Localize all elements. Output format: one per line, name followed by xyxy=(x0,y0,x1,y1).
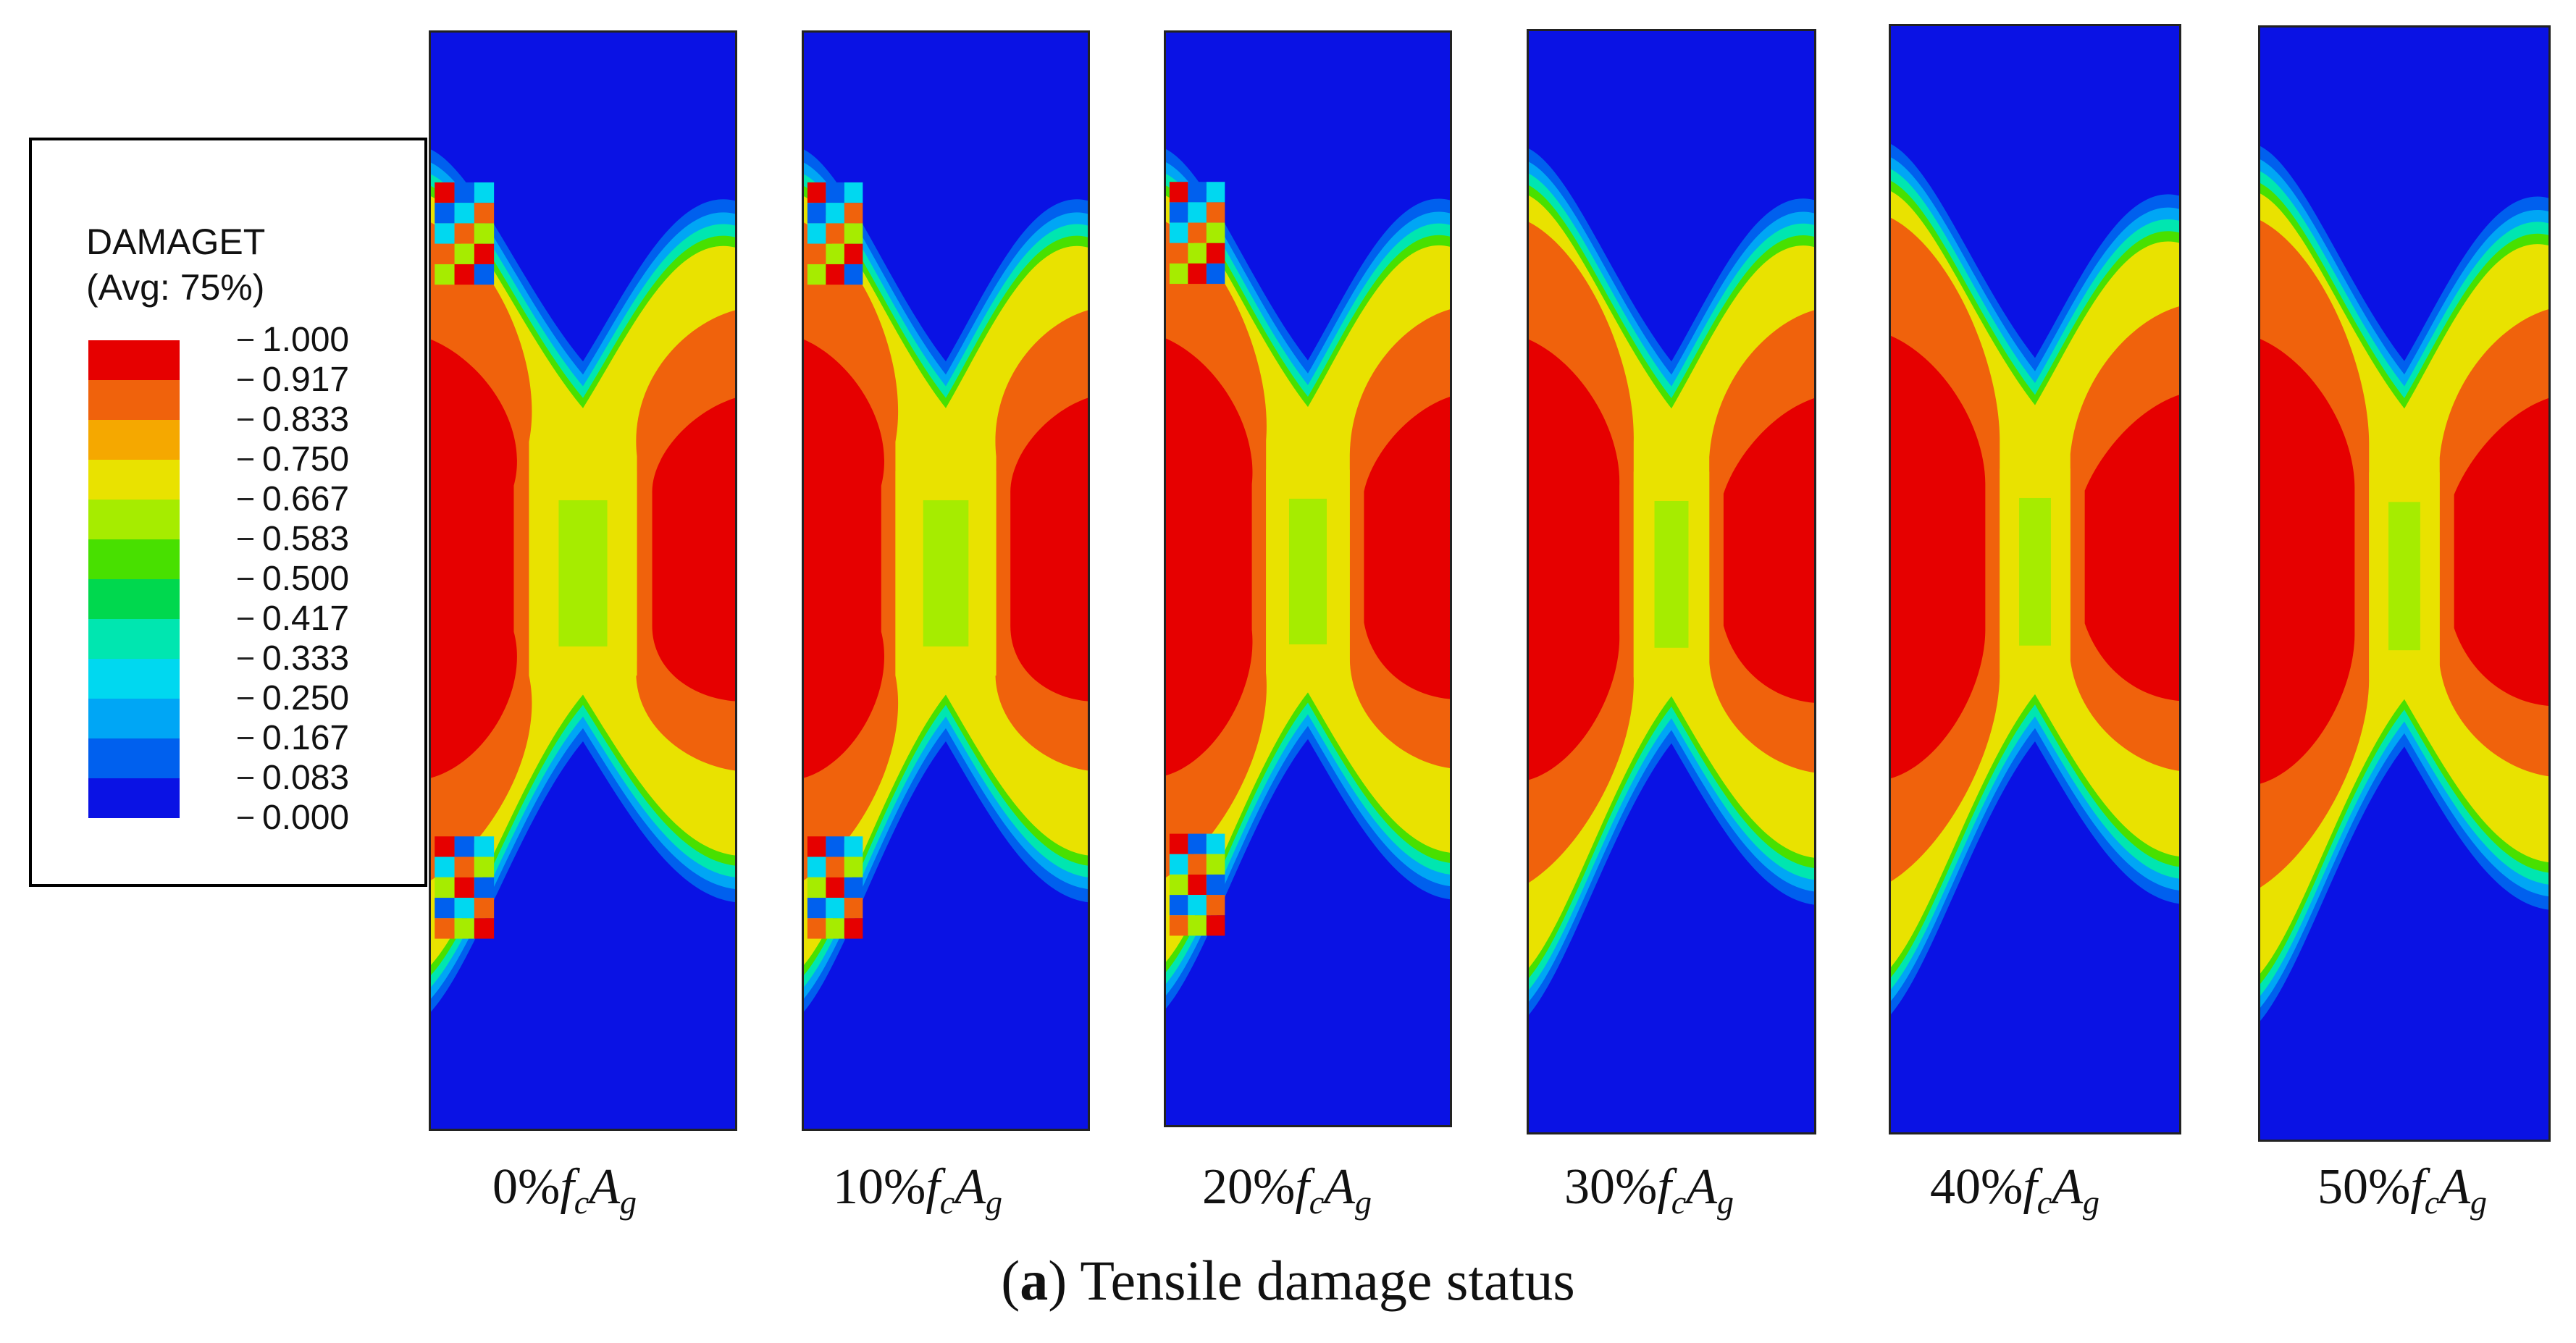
legend-tick xyxy=(238,618,253,620)
legend-title: DAMAGET xyxy=(86,222,266,262)
legend-tick xyxy=(238,379,253,381)
legend-value: 1.000 xyxy=(262,321,350,359)
panel-label-a: A xyxy=(1324,1159,1355,1215)
damage-contour-panel xyxy=(1889,24,2181,1134)
panel-label-f: f xyxy=(1657,1159,1671,1215)
panel-label-a-sub: g xyxy=(2082,1184,2099,1221)
panel-label: 10%fcAg xyxy=(833,1162,1002,1219)
panel-label-f-sub: c xyxy=(2424,1184,2440,1221)
panel-label-f: f xyxy=(2410,1159,2425,1215)
panel-label-label-prefix: 10% xyxy=(833,1159,926,1215)
panel-label-f-sub: c xyxy=(939,1184,955,1221)
panel-label-a-sub: g xyxy=(985,1184,1002,1221)
legend-value: 0.500 xyxy=(262,560,350,598)
legend-tick xyxy=(238,418,253,421)
damage-contour-panel xyxy=(429,30,737,1131)
legend-swatch xyxy=(88,778,180,818)
panel-label: 30%fcAg xyxy=(1564,1162,1734,1219)
legend-swatch xyxy=(88,340,180,380)
panel-label-a: A xyxy=(2439,1159,2470,1215)
legend-swatch xyxy=(88,659,180,699)
legend-swatch xyxy=(88,500,180,539)
legend-tick xyxy=(238,458,253,460)
legend-swatch xyxy=(88,699,180,738)
legend-value: 0.083 xyxy=(262,759,350,797)
legend-swatch xyxy=(88,460,180,500)
panel-label-f-sub: c xyxy=(2036,1184,2052,1221)
panel-label-label-prefix: 0% xyxy=(492,1159,561,1215)
panel-label-a: A xyxy=(955,1159,986,1215)
legend-swatch xyxy=(88,539,180,579)
panel-label: 0%fcAg xyxy=(492,1162,637,1219)
legend-tick xyxy=(238,339,253,341)
legend-tick xyxy=(238,657,253,660)
panel-label-f: f xyxy=(1295,1159,1309,1215)
contour-plot xyxy=(1166,33,1450,1125)
legend-tick xyxy=(238,737,253,739)
legend-value: 0.333 xyxy=(262,639,350,678)
contour-plot xyxy=(2260,28,2548,1140)
contour-plot xyxy=(431,33,735,1129)
figure-caption: (a) Tensile damage status xyxy=(0,1253,2576,1309)
contour-plot xyxy=(1529,31,1814,1132)
legend-swatch xyxy=(88,420,180,460)
panel-label-a: A xyxy=(2052,1159,2083,1215)
panel-label-a-sub: g xyxy=(2470,1184,2487,1221)
panel-label: 40%fcAg xyxy=(1930,1162,2099,1219)
damage-legend: DAMAGET (Avg: 75%) 1.000 0.917 0.833 0.750 0… xyxy=(29,138,427,887)
legend-value: 0.583 xyxy=(262,520,350,558)
caption-letter: a xyxy=(1020,1249,1049,1312)
contour-plot xyxy=(804,33,1088,1129)
panel-label-f: f xyxy=(560,1159,574,1215)
legend-tick xyxy=(238,817,253,819)
legend-tick xyxy=(238,697,253,699)
legend-value: 0.667 xyxy=(262,480,350,518)
panel-label-f: f xyxy=(926,1159,940,1215)
damage-contour-panel xyxy=(2258,25,2551,1142)
panel-label-a: A xyxy=(589,1159,620,1215)
caption-open: ( xyxy=(1001,1249,1020,1312)
legend-swatch xyxy=(88,619,180,659)
legend-swatch xyxy=(88,738,180,778)
legend-tick xyxy=(238,777,253,779)
panel-label-label-prefix: 40% xyxy=(1930,1159,2023,1215)
panel-label-label-prefix: 50% xyxy=(2317,1159,2411,1215)
panel-label: 20%fcAg xyxy=(1202,1162,1372,1219)
legend-value: 0.000 xyxy=(262,799,350,837)
panel-label-f-sub: c xyxy=(1671,1184,1687,1221)
panel-label-a: A xyxy=(1686,1159,1717,1215)
legend-swatch xyxy=(88,380,180,420)
legend-value: 0.250 xyxy=(262,679,350,717)
contour-plot xyxy=(1891,26,2179,1132)
panel-label: 50%fcAg xyxy=(2317,1162,2487,1219)
caption-text: ) Tensile damage status xyxy=(1048,1249,1575,1312)
legend-value: 0.417 xyxy=(262,599,350,638)
legend-swatch xyxy=(88,579,180,619)
damage-contour-panel xyxy=(1164,30,1452,1127)
legend-value: 0.750 xyxy=(262,440,350,479)
panel-label-f-sub: c xyxy=(574,1184,590,1221)
legend-tick xyxy=(238,538,253,540)
legend-tick xyxy=(238,498,253,500)
legend-value: 0.833 xyxy=(262,400,350,439)
panel-label-label-prefix: 30% xyxy=(1564,1159,1658,1215)
panel-label-a-sub: g xyxy=(619,1184,637,1221)
legend-value: 0.917 xyxy=(262,361,350,399)
panel-label-a-sub: g xyxy=(1716,1184,1734,1221)
legend-subtitle: (Avg: 75%) xyxy=(86,267,265,308)
legend-tick xyxy=(238,578,253,580)
panel-label-label-prefix: 20% xyxy=(1202,1159,1296,1215)
panel-label-f: f xyxy=(2023,1159,2037,1215)
damage-contour-panel xyxy=(1527,29,1816,1134)
legend-value: 0.167 xyxy=(262,719,350,757)
damage-contour-panel xyxy=(802,30,1090,1131)
panel-label-f-sub: c xyxy=(1309,1184,1325,1221)
panel-label-a-sub: g xyxy=(1354,1184,1372,1221)
